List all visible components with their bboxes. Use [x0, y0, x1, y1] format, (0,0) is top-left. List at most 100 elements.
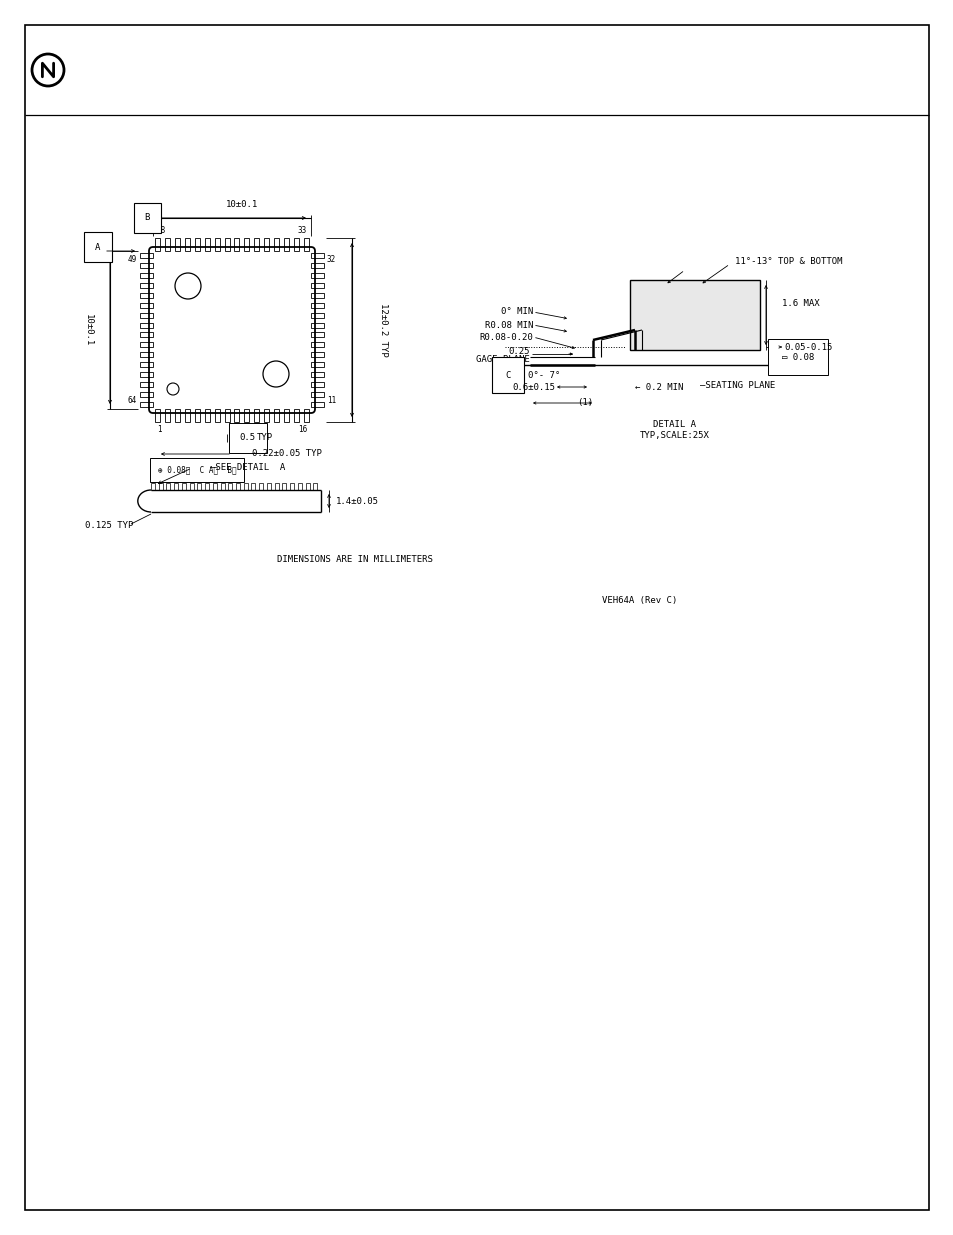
Bar [194, 409, 200, 422]
Bar [303, 238, 308, 251]
Text: 16: 16 [297, 425, 307, 433]
Bar [274, 483, 278, 490]
Bar [228, 483, 232, 490]
Bar [214, 409, 219, 422]
Bar [140, 322, 152, 327]
Bar [283, 238, 289, 251]
Text: 0° MIN: 0° MIN [500, 308, 533, 316]
Bar [264, 409, 269, 422]
Bar [140, 382, 152, 387]
Text: VEH64A (Rev C): VEH64A (Rev C) [601, 595, 677, 604]
Text: 33: 33 [297, 226, 307, 235]
Bar [311, 322, 324, 327]
Bar [311, 401, 324, 406]
Text: 32: 32 [327, 254, 335, 264]
Text: R0.08-0.20: R0.08-0.20 [478, 332, 533, 342]
Bar [290, 483, 294, 490]
Bar [311, 283, 324, 288]
Bar [220, 483, 224, 490]
Text: —SEE DETAIL  A: —SEE DETAIL A [210, 463, 285, 473]
Text: R0.08 MIN: R0.08 MIN [484, 321, 533, 330]
Bar [252, 483, 255, 490]
Bar [311, 312, 324, 317]
Bar [253, 409, 259, 422]
Bar [140, 391, 152, 396]
Bar [253, 238, 259, 251]
Bar [182, 483, 186, 490]
Bar [311, 372, 324, 377]
Text: ⊕ 0.08Ⓜ  C AⓈ  BⓈ: ⊕ 0.08Ⓜ C AⓈ BⓈ [158, 466, 236, 474]
Bar [294, 238, 298, 251]
Bar [197, 483, 201, 490]
Bar [205, 409, 210, 422]
Bar [140, 253, 152, 258]
Bar [190, 483, 193, 490]
Bar [140, 332, 152, 337]
Text: 48: 48 [157, 226, 166, 235]
Bar [166, 483, 171, 490]
Bar [175, 238, 180, 251]
Bar [311, 342, 324, 347]
Bar [311, 253, 324, 258]
Text: —SEATING PLANE: —SEATING PLANE [700, 380, 775, 389]
Text: 0.25: 0.25 [508, 347, 530, 356]
Bar [243, 483, 248, 490]
Text: 64: 64 [128, 396, 137, 405]
Text: 0.6±0.15: 0.6±0.15 [512, 383, 555, 391]
Text: 11: 11 [327, 396, 335, 405]
Bar [155, 238, 160, 251]
Bar [274, 238, 278, 251]
Bar [140, 312, 152, 317]
Bar [259, 483, 263, 490]
Bar [311, 303, 324, 308]
Bar [151, 483, 154, 490]
Bar [311, 391, 324, 396]
Text: DIMENSIONS ARE IN MILLIMETERS: DIMENSIONS ARE IN MILLIMETERS [276, 556, 433, 564]
Text: 0.05-0.15: 0.05-0.15 [783, 342, 832, 352]
Bar [297, 483, 301, 490]
Bar [165, 238, 171, 251]
Text: 10±0.1: 10±0.1 [226, 200, 258, 209]
Text: (1): (1) [577, 399, 593, 408]
Bar [205, 483, 209, 490]
Bar [140, 283, 152, 288]
Text: ← 0.2 MIN: ← 0.2 MIN [635, 383, 682, 391]
Bar [234, 409, 239, 422]
Bar [234, 238, 239, 251]
Text: 0.22±0.05 TYP: 0.22±0.05 TYP [252, 450, 321, 458]
Text: 49: 49 [128, 254, 137, 264]
Bar [140, 293, 152, 298]
Bar [294, 409, 298, 422]
Bar [205, 238, 210, 251]
Bar [214, 238, 219, 251]
Bar [311, 273, 324, 278]
Text: 0.125 TYP: 0.125 TYP [85, 521, 132, 531]
Bar [264, 238, 269, 251]
Text: 1.6 MAX: 1.6 MAX [781, 299, 819, 308]
Text: 0°- 7°: 0°- 7° [527, 370, 559, 379]
Text: TYP: TYP [256, 433, 273, 442]
Text: ▭ 0.08: ▭ 0.08 [781, 352, 814, 362]
Bar [174, 483, 178, 490]
Bar [311, 362, 324, 367]
Bar [244, 409, 249, 422]
Bar [629, 280, 760, 350]
Bar [274, 409, 278, 422]
Bar [140, 352, 152, 357]
Text: C: C [505, 370, 510, 379]
Bar [235, 483, 240, 490]
Bar [303, 409, 308, 422]
Bar [185, 409, 190, 422]
Bar [140, 273, 152, 278]
Bar [185, 238, 190, 251]
Bar [224, 409, 230, 422]
Bar [282, 483, 286, 490]
Bar [140, 372, 152, 377]
Bar [158, 483, 163, 490]
Bar [283, 409, 289, 422]
Bar [311, 293, 324, 298]
Bar [213, 483, 216, 490]
Bar [267, 483, 271, 490]
Bar [224, 238, 230, 251]
Bar [311, 263, 324, 268]
